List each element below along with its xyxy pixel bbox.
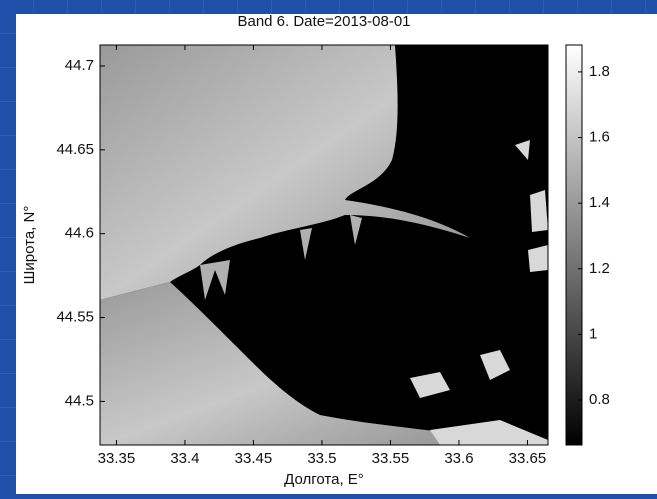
satellite-image — [100, 45, 548, 445]
x-tick-label: 33.65 — [509, 450, 547, 467]
y-tick-label: 44.55 — [56, 309, 94, 326]
x-axis-label: Долгота, E° — [284, 471, 364, 488]
y-tick-label: 44.6 — [65, 225, 94, 242]
colorbar — [565, 44, 583, 446]
x-tick-label: 33.4 — [170, 450, 199, 467]
x-tick-label: 33.55 — [372, 450, 410, 467]
colorbar-tick-label: 1.8 — [589, 63, 610, 80]
colorbar-tick-label: 0.8 — [589, 391, 610, 408]
y-tick-label: 44.65 — [56, 141, 94, 158]
colorbar-tick-label: 1.4 — [589, 194, 610, 211]
y-tick-label: 44.7 — [65, 57, 94, 74]
x-tick-label: 33.6 — [444, 450, 473, 467]
y-axis-label: Широта, N° — [21, 206, 38, 285]
colorbar-tick-label: 1.2 — [589, 260, 610, 277]
axes-box — [99, 44, 549, 446]
colorbar-tick-label: 1.6 — [589, 129, 610, 146]
colorbar-tick-label: 1 — [589, 325, 597, 342]
chart-title: Band 6. Date=2013-08-01 — [237, 13, 410, 30]
x-tick-label: 33.5 — [307, 450, 336, 467]
x-tick-label: 33.35 — [98, 450, 136, 467]
y-tick-label: 44.5 — [65, 392, 94, 409]
x-tick-label: 33.45 — [235, 450, 273, 467]
